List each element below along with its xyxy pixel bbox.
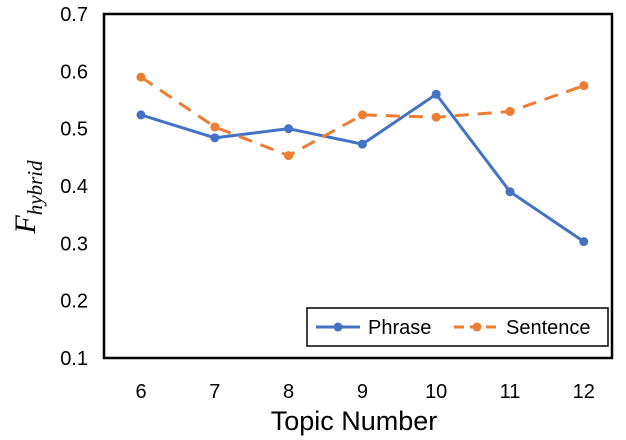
data-point-phrase xyxy=(357,139,367,149)
plot-frame xyxy=(102,12,614,360)
x-tick-label: 10 xyxy=(425,381,447,403)
y-tick-labels: 0.1 0.2 0.3 0.4 0.5 0.6 0.7 xyxy=(60,4,88,370)
data-point-sentence xyxy=(505,106,515,116)
legend-label-phrase: Phrase xyxy=(368,317,431,339)
y-axis-label-subscript: hybrid xyxy=(23,160,47,215)
data-point-phrase xyxy=(431,89,441,99)
x-tick-label: 8 xyxy=(283,381,294,403)
x-axis-label: Topic Number xyxy=(271,406,438,436)
x-tick-label: 12 xyxy=(573,381,595,403)
data-point-sentence xyxy=(579,81,589,91)
legend-marker-sentence xyxy=(472,322,482,332)
data-point-phrase xyxy=(505,187,515,197)
data-point-phrase xyxy=(210,133,220,143)
x-tick-label: 7 xyxy=(209,381,220,403)
y-tick-label: 0.3 xyxy=(60,233,88,255)
x-tick-label: 6 xyxy=(135,381,146,403)
data-point-sentence xyxy=(136,72,146,82)
y-tick-label: 0.4 xyxy=(60,176,88,198)
legend-marker-phrase xyxy=(333,322,343,332)
data-point-phrase xyxy=(136,110,146,120)
series-layer xyxy=(136,72,589,247)
data-point-phrase xyxy=(579,237,589,247)
y-tick-label: 0.2 xyxy=(60,291,88,313)
data-point-sentence xyxy=(210,122,220,132)
y-tick-label: 0.7 xyxy=(60,4,88,26)
legend: Phrase Sentence xyxy=(306,307,609,347)
data-point-sentence xyxy=(431,112,441,122)
y-axis-label: Fhybrid xyxy=(9,160,47,235)
data-point-sentence xyxy=(284,151,294,161)
y-tick-label: 0.6 xyxy=(60,61,88,83)
x-tick-labels: 6 7 8 9 10 11 12 xyxy=(135,381,594,403)
x-tick-label: 9 xyxy=(357,381,368,403)
legend-label-sentence: Sentence xyxy=(506,317,591,339)
x-tick-label: 11 xyxy=(500,381,521,403)
y-tick-label: 0.1 xyxy=(60,348,88,370)
y-tick-label: 0.5 xyxy=(60,119,88,141)
y-axis-label-base: F xyxy=(9,215,42,235)
data-point-phrase xyxy=(284,124,294,134)
data-point-sentence xyxy=(357,110,367,120)
legend-items: Phrase Sentence xyxy=(316,317,591,339)
